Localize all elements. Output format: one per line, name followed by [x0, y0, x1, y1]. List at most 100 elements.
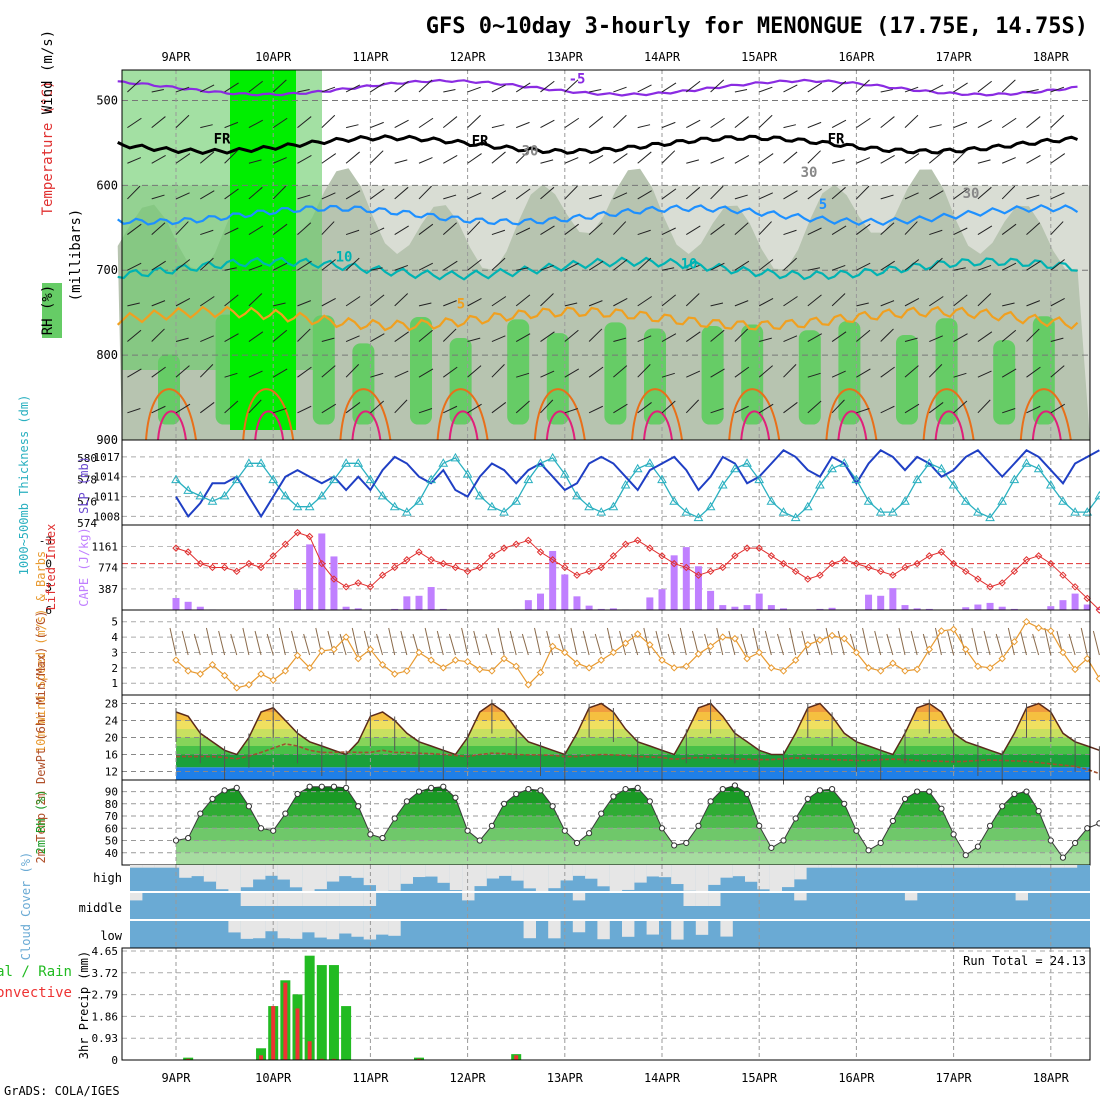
wind-barb: [758, 298, 774, 307]
rh-point: [768, 844, 775, 851]
thickness-point: [219, 490, 230, 500]
wind-barb: [540, 159, 554, 164]
lifted-index-series-line: [175, 532, 1100, 611]
wind-barb: [977, 159, 991, 164]
date-tick-label: 16APR: [838, 1071, 875, 1085]
precip-total-bar: [414, 1057, 424, 1060]
rh-point: [221, 787, 228, 794]
thickness-tick-label: 578: [77, 474, 97, 487]
cape-bar: [561, 574, 569, 610]
contour-label: FR: [472, 133, 489, 149]
temp-tick-label: 24: [105, 715, 119, 728]
wind-barb: [345, 335, 360, 342]
thickness-point: [742, 458, 752, 467]
isotherm-diurnal: [922, 388, 975, 441]
wind-barb: [588, 116, 604, 128]
lifted-index-point: [548, 556, 557, 564]
wind-barb: [904, 221, 918, 235]
cloud-gap-cell: [240, 920, 254, 939]
panel-labels: Temperature (°C)Wind (m/s) RH (%) (milliba…: [0, 30, 91, 1059]
wind-barb: [856, 117, 871, 129]
rh-point: [962, 852, 969, 859]
wind-barb: [564, 368, 580, 378]
rh-point: [185, 834, 192, 842]
surface-wind-barb: [1092, 630, 1100, 656]
isotherm-diurnal: [631, 388, 683, 441]
lifted-index-point: [293, 528, 302, 537]
rh-point: [1035, 808, 1042, 815]
wind-barb: [370, 121, 384, 129]
wind-barb: [127, 157, 142, 164]
rh-point: [999, 803, 1006, 810]
lifted-index-point: [220, 563, 229, 572]
lifted-index-point: [500, 544, 508, 552]
wind-barb: [540, 293, 554, 307]
wind-barb: [418, 368, 434, 378]
cloud-gap-cell: [289, 920, 303, 939]
wind-barb: [491, 84, 506, 93]
wind-barb: [394, 80, 409, 93]
rh-shade-high: [507, 319, 530, 425]
rh-point: [525, 786, 532, 793]
cloud-gap-cell: [351, 865, 364, 878]
lifted-index-point: [974, 575, 982, 583]
wind-barb: [491, 257, 506, 271]
wind-barb: [272, 329, 288, 342]
temp2m-panel: 12 16 20 24 28: [105, 694, 1100, 785]
thickness-point: [231, 474, 242, 484]
thickness-point: [499, 507, 509, 516]
wind-barb: [637, 229, 651, 236]
wind-barb: [370, 372, 384, 378]
wind-barb: [175, 259, 191, 271]
wind-barb: [685, 293, 700, 307]
cloud-gap-cell: [622, 920, 635, 937]
wind-barb: [151, 116, 166, 128]
cloud-gap-cell: [560, 865, 573, 881]
cloud-gap-cell: [277, 865, 290, 880]
wind-barb: [831, 370, 846, 378]
cloud-gap-cell: [339, 920, 352, 934]
surface-wind-barb: [898, 627, 906, 656]
wind-barb: [929, 190, 944, 200]
lifted-index-point: [804, 575, 812, 583]
thickness-point: [766, 496, 777, 505]
wind-speed-point: [1095, 674, 1100, 683]
cloud-gap-cell: [474, 865, 487, 887]
wind-barb: [515, 150, 530, 164]
thickness-point: [608, 501, 619, 511]
isotherm-diurnal-warm: [545, 410, 576, 441]
precip-convective-bar: [417, 1058, 421, 1060]
temp-color-band: [176, 729, 1090, 738]
lifted-index-point: [1022, 556, 1031, 564]
wind-barb: [248, 293, 263, 307]
lifted-index-point: [573, 571, 581, 579]
wind-barb: [661, 333, 677, 342]
wind-barb: [297, 116, 312, 128]
wind-barb: [224, 82, 239, 93]
wind-barb: [127, 302, 140, 307]
wind-speed-point: [573, 659, 581, 667]
lifted-index-point: [342, 583, 350, 591]
wind-barb: [515, 227, 531, 236]
cloud-gap-cell: [572, 865, 586, 876]
wind-barb: [467, 86, 481, 93]
rh-tick-label: 60: [105, 822, 118, 835]
wind-barb: [370, 150, 384, 164]
wind-barb: [1026, 194, 1040, 200]
lifted-index-tick-label: 3: [45, 581, 52, 594]
wind-barb: [977, 399, 991, 414]
pressure-tick-label: 700: [96, 263, 118, 277]
isotherm-diurnal-warm: [351, 410, 382, 441]
wind-barb: [588, 194, 603, 200]
credit-text: GrADS: COLA/IGES: [4, 1084, 120, 1098]
wind-barb: [783, 257, 797, 271]
wind-barb: [564, 117, 580, 129]
rh-point: [889, 817, 896, 825]
cloud-gap-cell: [991, 865, 1004, 868]
wind-speed-point: [670, 664, 678, 672]
date-tick-label: 12APR: [450, 50, 487, 64]
wind-barb: [272, 79, 287, 93]
wind-barb: [491, 402, 507, 414]
surface-wind-barb: [728, 630, 736, 656]
